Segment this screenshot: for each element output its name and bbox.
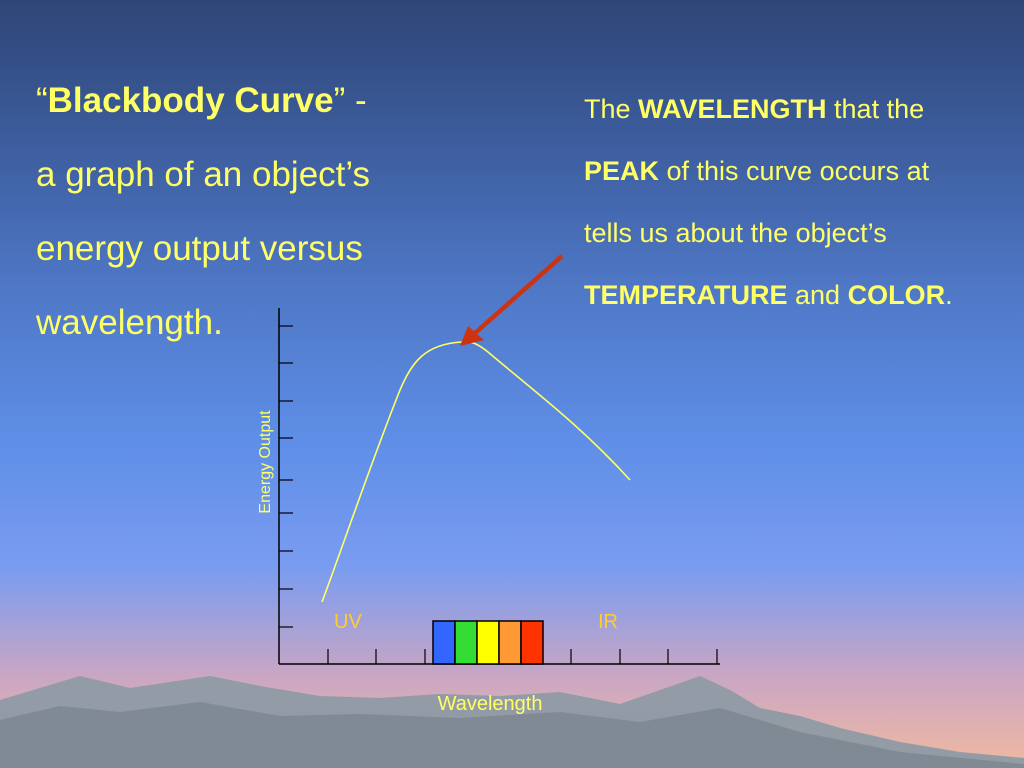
info-text-block: The WAVELENGTH that the PEAK of this cur… <box>584 78 984 326</box>
ir-label: IR <box>598 611 618 633</box>
blackbody-curve <box>321 341 631 603</box>
slide-title-block: “Blackbody Curve” - a graph of an object’… <box>36 64 456 360</box>
mountain-shadow <box>0 702 1024 768</box>
spectrum-swatch-red <box>520 620 544 665</box>
info-text-1: The <box>584 94 639 124</box>
spectrum-swatch-green <box>454 620 478 665</box>
info-bold-temperature: TEMPERATURE <box>584 280 788 310</box>
x-axis-label: Wavelength <box>438 693 543 715</box>
title-definition: a graph of an object’s energy output ver… <box>36 155 371 342</box>
spectrum-swatch-yellow <box>476 620 500 665</box>
info-text-4: and <box>787 280 848 310</box>
info-bold-wavelength: WAVELENGTH <box>638 94 827 124</box>
info-text-3: of this curve occurs at tells us about t… <box>584 156 930 248</box>
title-bold-term: Blackbody Curve <box>47 81 334 120</box>
peak-arrow <box>460 254 564 346</box>
info-bold-color: COLOR <box>847 280 946 310</box>
title-open-quote: “ <box>36 81 48 120</box>
y-axis-label: Energy Output <box>257 410 274 514</box>
info-text-2: that the <box>826 94 925 124</box>
info-text-5: . <box>945 280 953 310</box>
spectrum-swatch-blue <box>432 620 456 665</box>
spectrum-swatch-orange <box>498 620 522 665</box>
y-axis-ticks <box>279 325 293 628</box>
uv-label: UV <box>334 611 362 633</box>
title-close-quote: ” - <box>333 81 367 120</box>
visible-spectrum-bar <box>432 620 544 665</box>
info-bold-peak: PEAK <box>584 156 660 186</box>
